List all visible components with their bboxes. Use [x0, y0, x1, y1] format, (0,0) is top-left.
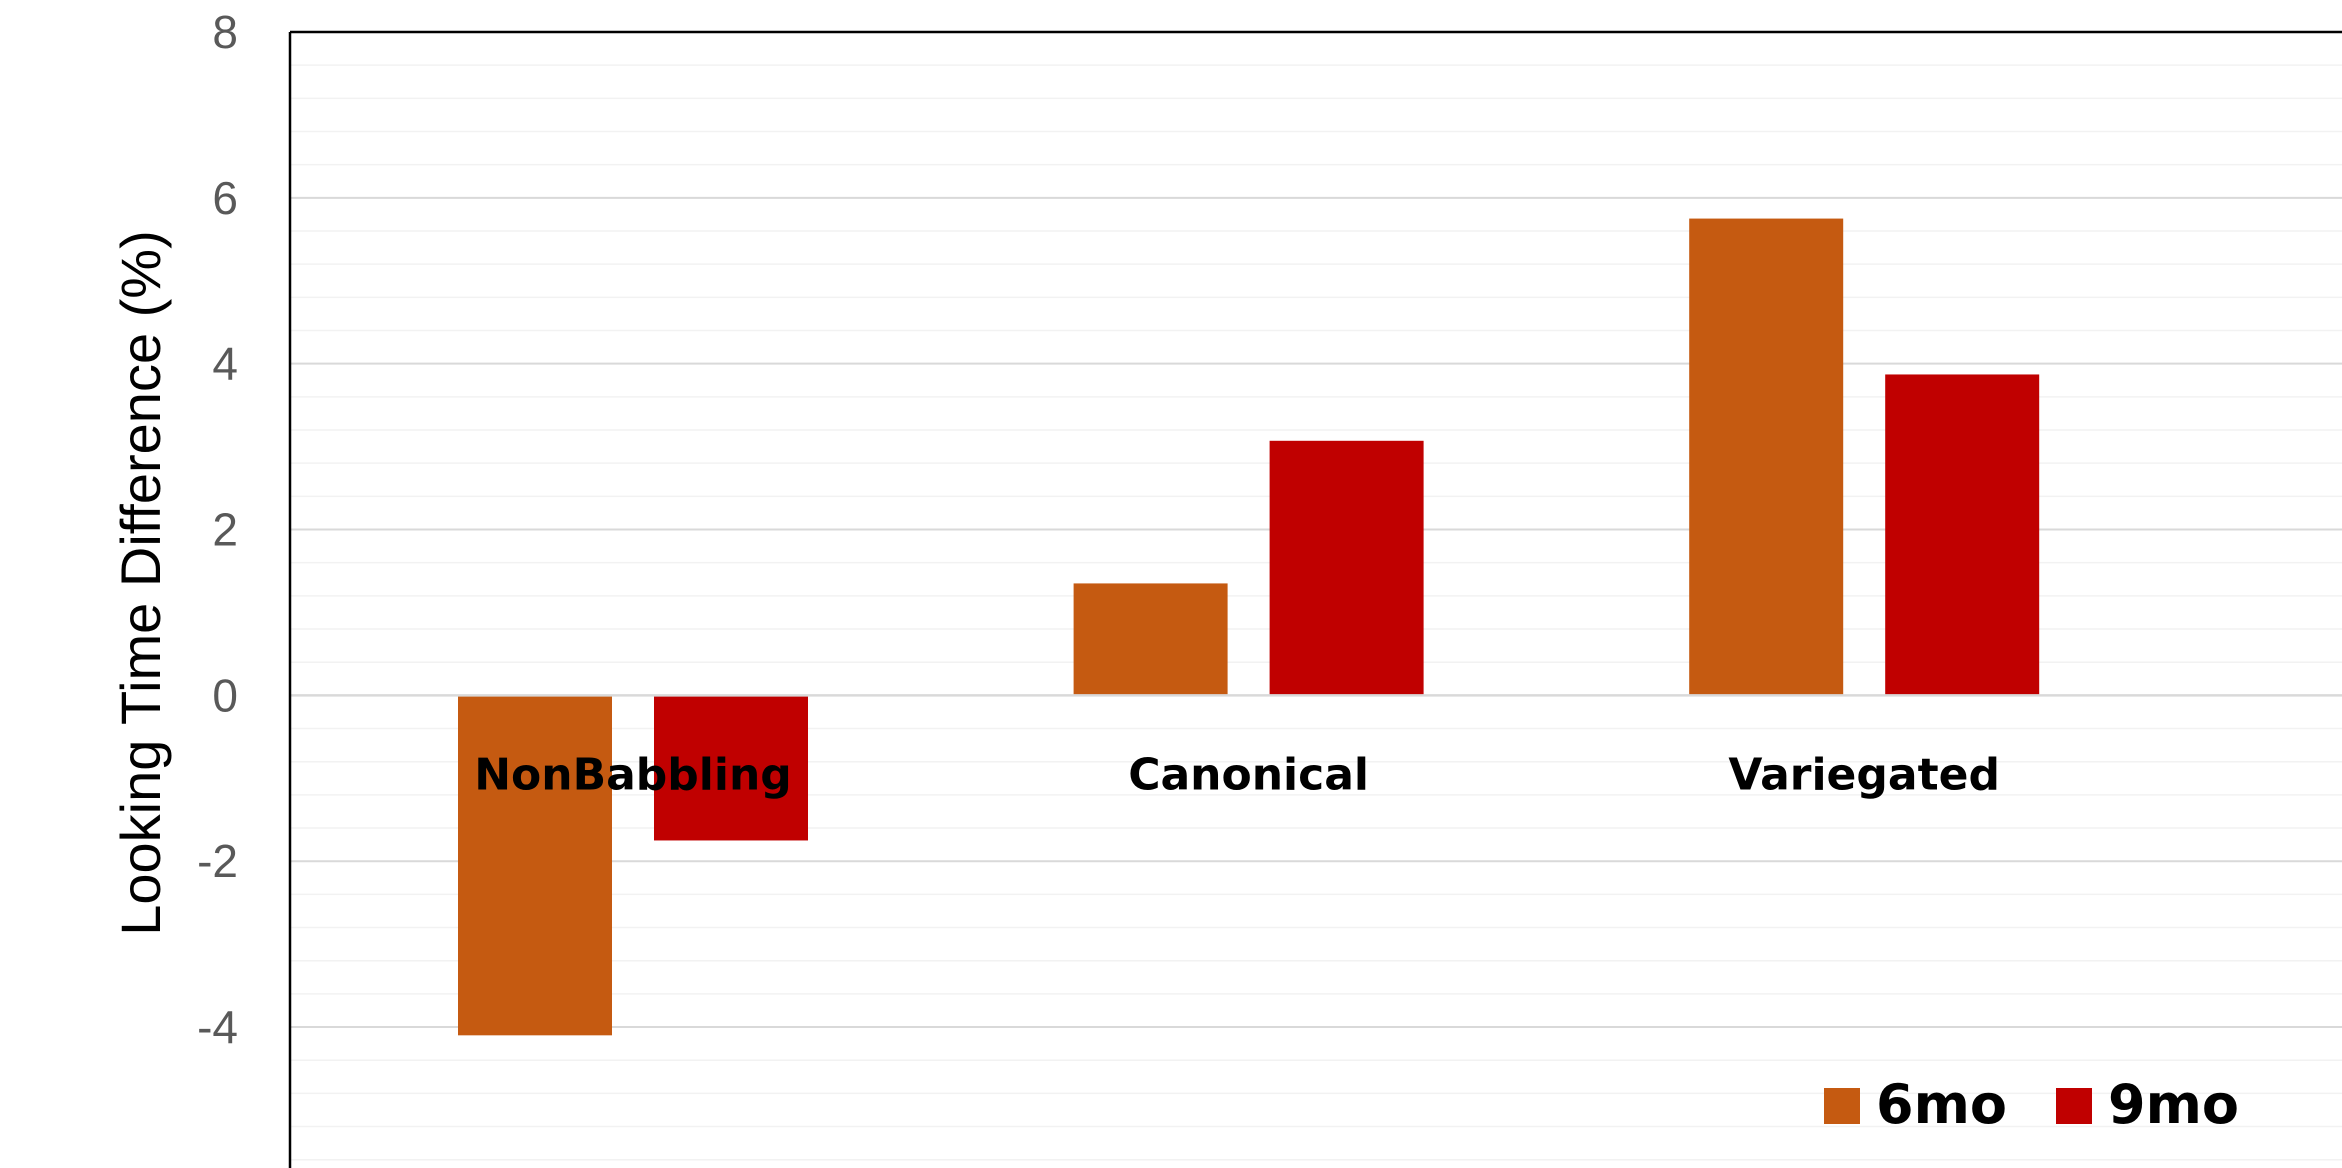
legend-label-9mo: 9mo — [2108, 1073, 2239, 1136]
y-tick-label: 4 — [212, 338, 238, 390]
y-tick-label: -2 — [197, 835, 238, 887]
bar-6mo-NonBabbling — [458, 695, 612, 1036]
bar-9mo-NonBabbling — [654, 695, 808, 841]
bar-9mo-Canonical — [1269, 440, 1424, 696]
legend: 6mo 9mo — [1824, 1073, 2239, 1136]
y-tick-label: 0 — [212, 669, 238, 721]
y-tick-label: 2 — [212, 504, 238, 556]
category-label: NonBabbling — [474, 749, 792, 800]
y-tick-labels: 8 6 4 2 0 -2 -4 — [197, 6, 238, 1053]
legend-label-6mo: 6mo — [1876, 1073, 2007, 1136]
axes — [288, 30, 2342, 1168]
y-tick-label: 8 — [212, 6, 238, 58]
bar-9mo-Variegated — [1885, 374, 2040, 696]
legend-swatch-9mo — [2056, 1088, 2092, 1124]
bar-series — [458, 218, 2040, 1036]
category-label: Variegated — [1728, 749, 2000, 800]
legend-swatch-6mo — [1824, 1088, 1860, 1124]
bar-6mo-Variegated — [1689, 218, 1844, 696]
y-axis-title: Looking Time Difference (%) — [109, 230, 172, 936]
bar-6mo-Canonical — [1073, 583, 1228, 696]
category-label: Canonical — [1128, 749, 1369, 800]
y-tick-label: -4 — [197, 1001, 238, 1053]
category-labels: NonBabbling Canonical Variegated — [474, 749, 2000, 800]
y-tick-label: 6 — [212, 172, 238, 224]
